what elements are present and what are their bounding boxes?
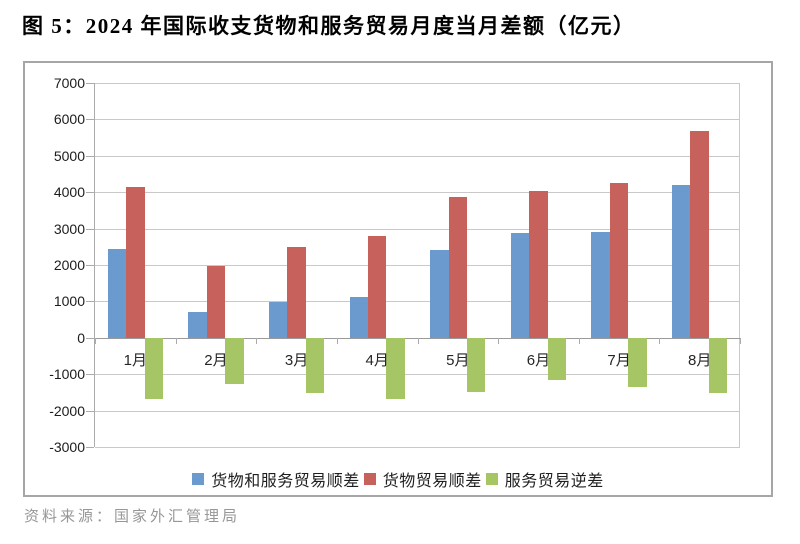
x-axis-tick xyxy=(95,337,96,344)
gridline xyxy=(95,155,740,157)
x-axis-tick xyxy=(417,337,419,344)
bar-services-deficit-month-2 xyxy=(225,337,244,384)
x-axis-label: 3月 xyxy=(284,351,309,369)
y-axis-label: 4000 xyxy=(53,184,85,201)
bar-goods-and-services-surplus-month-6 xyxy=(510,233,530,338)
bar-services-deficit-month-3 xyxy=(305,337,325,393)
bar-services-deficit-month-7 xyxy=(628,337,647,387)
y-axis-label: 3000 xyxy=(53,220,85,237)
y-axis-tick xyxy=(86,228,94,230)
bar-goods-and-services-surplus-month-3 xyxy=(268,301,288,338)
y-axis-tick xyxy=(86,374,94,376)
gridline xyxy=(95,192,740,194)
y-axis-tick xyxy=(86,155,94,157)
y-axis-label: -3000 xyxy=(49,439,85,455)
chart-legend: 货物和服务贸易顺差 货物贸易顺差 服务贸易逆差 xyxy=(25,467,771,491)
gridline xyxy=(95,228,740,230)
y-axis-tick xyxy=(86,337,94,339)
y-axis-line xyxy=(94,83,95,447)
bar-services-deficit-month-6 xyxy=(547,337,567,381)
x-axis-tick xyxy=(659,337,661,344)
x-axis-tick xyxy=(498,337,500,344)
bar-goods-and-services-surplus-month-4 xyxy=(349,297,368,338)
legend-swatch-icon xyxy=(192,473,205,485)
bar-services-deficit-month-8 xyxy=(708,337,728,393)
legend-swatch-icon xyxy=(485,473,498,485)
x-axis-tick xyxy=(175,337,177,344)
gridline xyxy=(95,301,740,303)
x-axis-tick xyxy=(256,337,258,344)
bar-services-deficit-month-1 xyxy=(144,337,163,400)
chart-title: 图 5：2024 年国际收支货物和服务贸易月度当月差额（亿元） xyxy=(22,14,636,38)
y-axis-tick xyxy=(86,83,94,84)
y-axis-label: 7000 xyxy=(53,75,85,91)
chart-container: 7000 6000 5000 4000 3000 2000 1000 0 -1000 -2000 -… xyxy=(23,61,773,497)
bar-goods-and-services-surplus-month-5 xyxy=(430,250,449,338)
x-axis-label: 2月 xyxy=(204,351,228,369)
legend-swatch-icon xyxy=(363,473,376,485)
x-axis-label: 6月 xyxy=(526,351,551,369)
x-axis-label: 7月 xyxy=(607,351,631,369)
gridline xyxy=(95,447,740,448)
bar-goods-surplus-month-5 xyxy=(448,196,467,338)
legend-item-label: 服务贸易逆差 xyxy=(504,473,604,490)
gridline xyxy=(95,119,740,121)
bar-goods-surplus-month-3 xyxy=(287,247,306,338)
x-axis-label: 4月 xyxy=(365,351,389,369)
x-axis-tick xyxy=(578,337,580,344)
gridline xyxy=(95,83,740,84)
y-axis-label: 2000 xyxy=(53,257,85,273)
x-axis-label: 5月 xyxy=(446,351,470,369)
y-axis-tick xyxy=(86,192,94,194)
y-axis-label: 6000 xyxy=(53,111,85,128)
y-axis-tick xyxy=(86,119,94,121)
gridline xyxy=(95,410,740,412)
legend-item-services-deficit: 服务贸易逆差 xyxy=(485,467,604,491)
y-axis-tick xyxy=(86,410,94,412)
y-axis-label: 0 xyxy=(77,329,85,346)
bar-goods-and-services-surplus-month-7 xyxy=(591,231,610,338)
bar-goods-and-services-surplus-month-1 xyxy=(107,248,127,338)
x-axis-label: 1月 xyxy=(123,351,147,369)
x-axis-label: 8月 xyxy=(688,351,712,369)
x-axis-tick xyxy=(336,337,338,344)
gridline xyxy=(95,374,740,376)
plot-area: 7000 6000 5000 4000 3000 2000 1000 0 -1000 -2000 -… xyxy=(49,75,741,455)
legend-item-goods-and-services-surplus: 货物和服务贸易顺差 xyxy=(192,467,360,491)
bar-services-deficit-month-5 xyxy=(467,337,486,392)
bar-goods-surplus-month-2 xyxy=(206,265,226,338)
legend-item-goods-surplus: 货物贸易顺差 xyxy=(363,467,482,491)
legend-item-label: 货物贸易顺差 xyxy=(382,473,482,490)
y-axis-label: 5000 xyxy=(53,147,85,164)
bar-goods-surplus-month-7 xyxy=(609,182,629,338)
x-axis-tick xyxy=(740,337,741,344)
bar-services-deficit-month-4 xyxy=(386,337,405,400)
y-axis-tick xyxy=(86,447,94,448)
y-axis-label: -2000 xyxy=(49,402,85,419)
bar-goods-surplus-month-4 xyxy=(367,235,387,338)
gridline xyxy=(95,265,740,266)
bar-goods-surplus-month-1 xyxy=(126,187,145,338)
source-note: 资料来源：国家外汇管理局 xyxy=(24,509,241,525)
y-axis-label: 1000 xyxy=(53,293,85,310)
y-axis-tick xyxy=(86,301,94,303)
legend-item-label: 货物和服务贸易顺差 xyxy=(211,473,360,490)
bar-goods-and-services-surplus-month-8 xyxy=(672,185,691,338)
bar-goods-surplus-month-6 xyxy=(529,190,548,338)
bar-goods-surplus-month-8 xyxy=(690,130,709,338)
y-axis-tick xyxy=(86,265,94,266)
bar-goods-and-services-surplus-month-2 xyxy=(188,311,207,338)
y-axis-label: -1000 xyxy=(49,366,85,383)
